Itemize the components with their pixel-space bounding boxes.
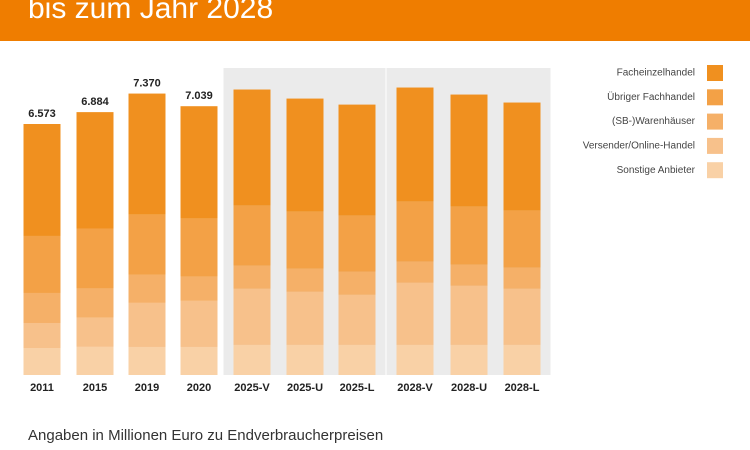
bar-segment [396, 261, 434, 283]
bar-segment [286, 344, 324, 375]
bar-segment [503, 210, 541, 268]
total-label: 6.573 [28, 108, 56, 120]
legend-label: Übriger Fachhandel [607, 91, 695, 103]
x-tick-label: 2011 [30, 382, 54, 394]
bar-segment [396, 201, 434, 262]
bar-segment [233, 265, 271, 289]
legend-label: Facheinzelhandel [617, 68, 695, 79]
bar-segment [338, 104, 376, 216]
legend-label: (SB-)Warenhäuser [612, 116, 696, 127]
note: Angaben in Millionen Euro zu Endverbrauc… [28, 427, 383, 444]
bar-segment [503, 288, 541, 345]
bar-segment [233, 205, 271, 266]
bar-segment [23, 292, 61, 323]
bar-segment [128, 302, 166, 347]
total-label: 6.884 [81, 96, 109, 108]
bar-segment [180, 346, 218, 375]
bar-segment [180, 300, 218, 347]
bar-segment [338, 271, 376, 295]
bar-segment [128, 214, 166, 275]
bar-segment [286, 291, 324, 345]
bar-segment [503, 267, 541, 289]
x-tick-label: 2015 [83, 382, 107, 394]
bar-segment [338, 344, 376, 375]
bar-segment [338, 294, 376, 345]
total-label: 7.370 [133, 77, 161, 89]
bar-segment [338, 215, 376, 272]
bar-segment [23, 322, 61, 349]
bar-segment [450, 264, 488, 286]
x-tick-label: 2020 [187, 382, 211, 394]
chart-title: bis zum Jahr 2028 [28, 0, 273, 25]
bar-segment [286, 268, 324, 292]
bar-segment [233, 89, 271, 206]
bar-segment [396, 344, 434, 375]
bar-segment [23, 348, 61, 375]
legend-swatch [707, 89, 723, 106]
bar-segment [180, 106, 218, 219]
bar-segment [76, 112, 114, 229]
bar-segment [503, 344, 541, 375]
bar-segment [76, 317, 114, 347]
total-label: 7.039 [185, 90, 213, 102]
bar-segment [286, 211, 324, 269]
bar-segment [23, 235, 61, 293]
bar-segment [76, 288, 114, 318]
x-tick-label: 2028-V [397, 382, 433, 394]
bar-segment [233, 288, 271, 345]
x-tick-label: 2028-U [451, 382, 487, 394]
bar-segment [396, 282, 434, 345]
bar-segment [76, 346, 114, 375]
x-tick-label: 2019 [135, 382, 159, 394]
legend-swatch [707, 137, 723, 154]
bar-segment [503, 102, 541, 211]
x-tick-label: 2025-V [234, 382, 270, 394]
bar-segment [396, 87, 434, 202]
bar-segment [450, 94, 488, 207]
legend-swatch [707, 65, 723, 81]
bar-segment [450, 344, 488, 375]
bar-segment [128, 93, 166, 215]
x-tick-label: 2025-L [340, 382, 375, 394]
bar-segment [128, 346, 166, 375]
x-tick-label: 2028-L [505, 382, 540, 394]
bar-segment [180, 276, 218, 301]
bar-segment [23, 124, 61, 236]
bar-segment [76, 228, 114, 289]
bar-segment [450, 206, 488, 265]
legend-swatch [707, 162, 723, 179]
bar-segment [286, 98, 324, 212]
legend-swatch [707, 113, 723, 130]
x-tick-label: 2025-U [287, 382, 323, 394]
legend-label: Versender/Online-Handel [583, 141, 695, 152]
bar-segment [233, 344, 271, 375]
legend-label: Sonstige Anbieter [617, 165, 696, 176]
bar-segment [128, 274, 166, 303]
bar-segment [180, 218, 218, 277]
header-bar [0, 0, 750, 41]
bar-segment [450, 285, 488, 345]
